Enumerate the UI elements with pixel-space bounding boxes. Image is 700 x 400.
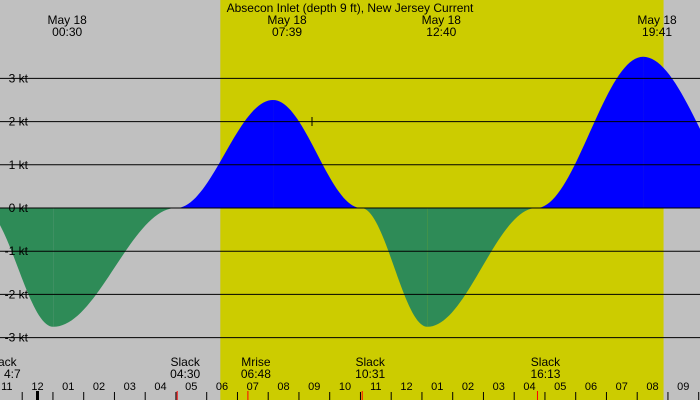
midnight-marker bbox=[36, 391, 39, 400]
event-time: 16:13 bbox=[530, 367, 560, 381]
hour-tick-label: 06 bbox=[216, 381, 228, 393]
grid-lines bbox=[0, 77, 700, 339]
hour-tick-label: 01 bbox=[62, 381, 74, 393]
hour-tick-label: 12 bbox=[400, 381, 412, 393]
hour-tick-label: 06 bbox=[585, 381, 597, 393]
flood-area bbox=[536, 56, 644, 208]
hour-tick-label: 08 bbox=[277, 381, 289, 393]
hour-tick-label: 09 bbox=[308, 381, 320, 393]
y-tick-label: -2 kt bbox=[5, 287, 29, 301]
hour-tick-label: 08 bbox=[646, 381, 658, 393]
hour-tick-label: 01 bbox=[431, 381, 443, 393]
extremum-time: 19:41 bbox=[642, 25, 672, 39]
extremum-date: May 18 bbox=[422, 13, 462, 27]
hour-tick-label: 03 bbox=[124, 381, 136, 393]
event-time: 04:30 bbox=[170, 367, 200, 381]
hour-tick-label: 12 bbox=[31, 381, 43, 393]
y-axis-labels: 3 kt 2 kt 1 kt 0 kt -1 kt -2 kt -3 kt bbox=[5, 71, 29, 344]
event-label: ack bbox=[0, 355, 18, 369]
hour-tick-label: 11 bbox=[1, 381, 12, 393]
event-time: 4:7 bbox=[4, 367, 21, 381]
hour-tick-label: 07 bbox=[616, 381, 628, 393]
chart-title: Absecon Inlet (depth 9 ft), New Jersey C… bbox=[227, 1, 474, 15]
hour-tick-label: 05 bbox=[185, 381, 197, 393]
event-label: Slack bbox=[171, 355, 201, 369]
y-tick-label: 3 kt bbox=[9, 71, 29, 85]
flood-area bbox=[176, 100, 274, 208]
y-tick-label: 2 kt bbox=[9, 115, 29, 129]
ebb-area bbox=[53, 208, 177, 327]
y-tick-label: 0 kt bbox=[9, 201, 29, 215]
y-tick-label: -1 kt bbox=[5, 244, 29, 258]
current-areas bbox=[0, 56, 700, 327]
extremum-date: May 18 bbox=[47, 13, 87, 27]
hour-tick-label: 02 bbox=[93, 381, 105, 393]
ebb-area bbox=[361, 208, 428, 327]
hour-tick-label: 04 bbox=[154, 381, 166, 393]
extremum-time: 12:40 bbox=[426, 25, 456, 39]
event-labels: ack4:7Slack04:30Mrise06:48Slack10:31Slac… bbox=[0, 355, 561, 381]
extremum-time: 07:39 bbox=[272, 25, 302, 39]
y-tick-label: 1 kt bbox=[9, 158, 29, 172]
flood-area bbox=[273, 100, 362, 208]
y-tick-label: -3 kt bbox=[5, 331, 29, 345]
event-time: 06:48 bbox=[241, 367, 271, 381]
hour-tick-label: 05 bbox=[554, 381, 566, 393]
hour-tick-label: 03 bbox=[493, 381, 505, 393]
extremum-time: 00:30 bbox=[52, 25, 82, 39]
extremum-date: May 18 bbox=[637, 13, 677, 27]
hour-axis: 11 12 01 02 03 04 05 06 07 08 09 10 11 12 01 02 03 04 05 06… bbox=[1, 381, 700, 400]
hour-tick-label: 07 bbox=[247, 381, 259, 393]
event-label: Mrise bbox=[241, 355, 271, 369]
flood-area bbox=[643, 56, 700, 208]
hour-tick-label: 02 bbox=[462, 381, 474, 393]
ebb-area bbox=[0, 208, 54, 327]
hour-tick-label: 10 bbox=[339, 381, 351, 393]
hour-tick-label: 11 bbox=[370, 381, 381, 393]
extremum-date: May 18 bbox=[267, 13, 307, 27]
hour-tick-label: 09 bbox=[677, 381, 689, 393]
event-label: Slack bbox=[356, 355, 386, 369]
ebb-area bbox=[427, 208, 537, 327]
hour-tick-label: 04 bbox=[523, 381, 535, 393]
event-time: 10:31 bbox=[355, 367, 385, 381]
event-label: Slack bbox=[531, 355, 561, 369]
